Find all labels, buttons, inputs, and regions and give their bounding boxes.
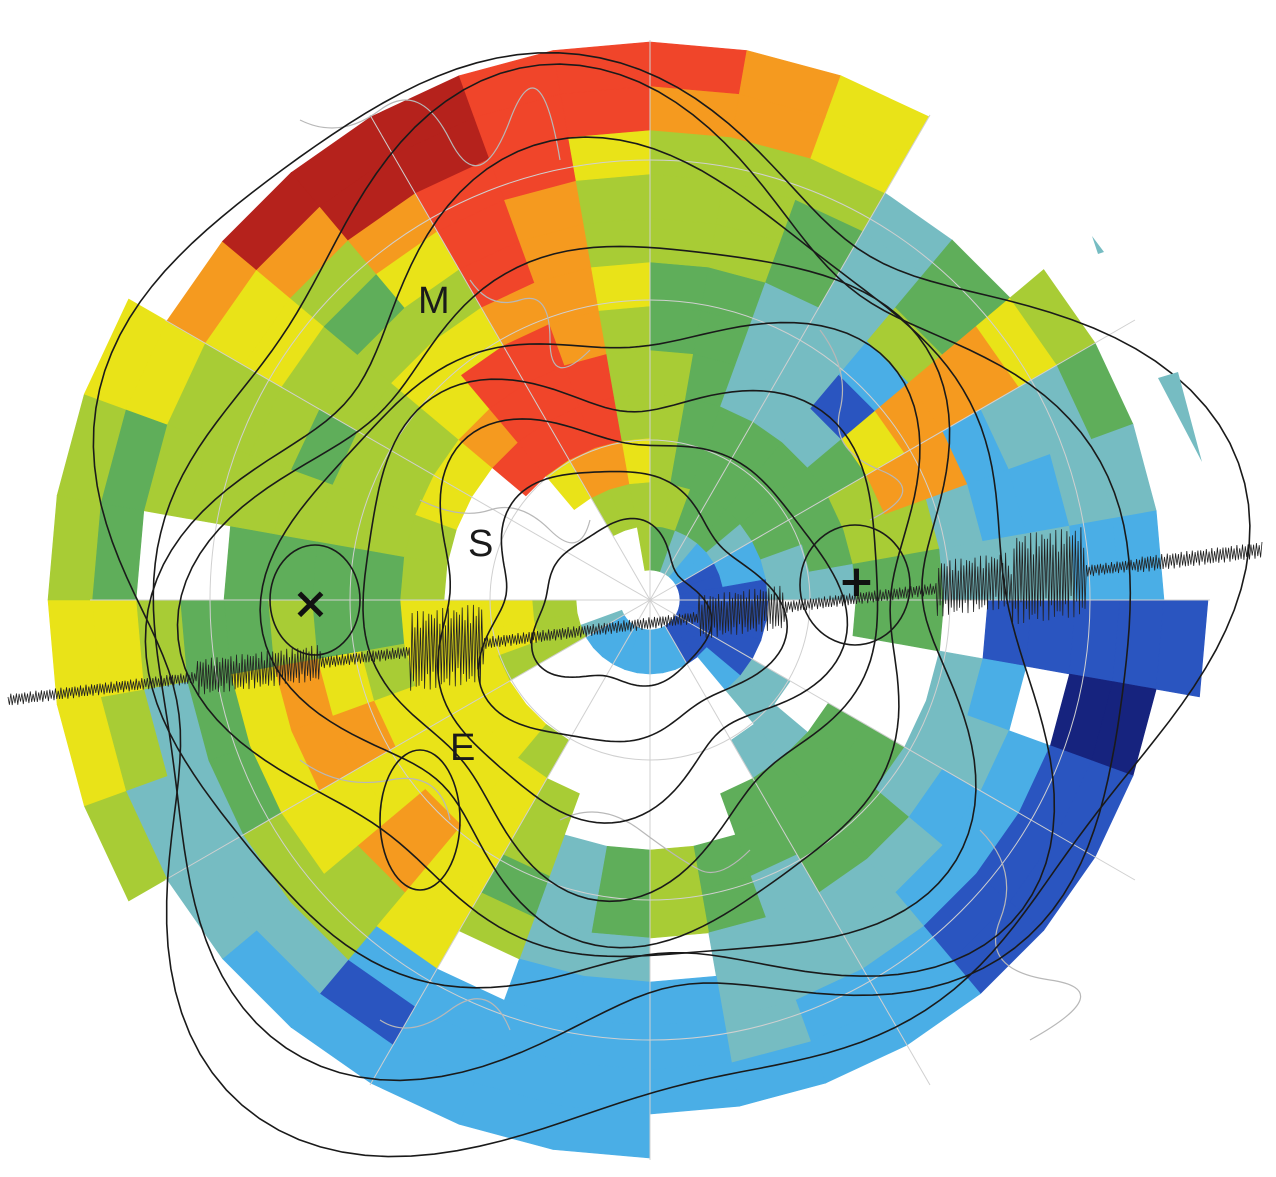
meridian-line [369, 599, 651, 1086]
contour-line [477, 470, 789, 743]
coastline [299, 87, 561, 167]
grid-cell [649, 1062, 740, 1115]
meridian-line [649, 114, 931, 601]
grid-cell [91, 502, 145, 601]
label-s: S [468, 523, 493, 565]
label-m: M [418, 280, 450, 322]
grid-cell [560, 85, 651, 138]
grid-cell [649, 1019, 732, 1071]
meridian-line [649, 599, 1136, 881]
meridian-line [649, 599, 931, 1086]
contour-line [144, 136, 1056, 989]
grid-cell [649, 889, 710, 939]
seismogram-trace [7, 527, 1263, 706]
seismogram-waveform [7, 527, 1263, 706]
grid-cell [649, 85, 740, 138]
contour-line [92, 51, 1251, 1158]
grid-cell [649, 41, 748, 95]
contour-line [152, 63, 1132, 1082]
grid-cell [636, 525, 651, 571]
coastline [419, 499, 591, 544]
contour-lines [92, 51, 1251, 1158]
grid-cell [47, 495, 101, 601]
coastline [299, 759, 451, 821]
grid-cell [1069, 599, 1121, 682]
contour-line [530, 517, 713, 687]
contour-loop [379, 749, 461, 891]
label-e: E [450, 727, 475, 769]
grid-cell [1112, 599, 1165, 690]
grid-cell [649, 217, 717, 268]
contour-line [436, 418, 849, 824]
contour-loop [799, 524, 911, 646]
grid-cell [560, 1062, 651, 1115]
meridian-line [164, 319, 651, 601]
coastline-outlines [299, 87, 1082, 1041]
grid-cell [552, 1105, 651, 1159]
detached-fragment-large [1158, 372, 1202, 462]
plus-marker: + [838, 556, 875, 607]
coastline [379, 998, 511, 1031]
grid-cell [583, 932, 651, 983]
grid-cell [649, 305, 702, 355]
contour-line [259, 321, 921, 949]
meridian-line [649, 319, 1136, 601]
grid-cell [649, 261, 710, 311]
grid-cell [575, 173, 651, 225]
contour-loop [269, 544, 361, 656]
grid-cell [590, 261, 651, 311]
grid-cell [568, 1019, 651, 1071]
meridian-line [164, 599, 651, 881]
grid-cell [598, 845, 651, 895]
grid-cell [575, 975, 651, 1027]
cross-marker: × [292, 578, 329, 629]
grid-cell [223, 525, 275, 601]
coastline [559, 811, 751, 874]
meridian-line [369, 114, 651, 601]
colored-grid-cells [47, 41, 1209, 1159]
detached-fragment-small [1092, 236, 1104, 254]
grid-cell [649, 173, 725, 225]
grid-cell [606, 349, 651, 398]
grid-cell [583, 217, 651, 268]
contour-line [176, 245, 977, 958]
grid-cell [649, 845, 702, 895]
coastline [469, 279, 591, 369]
grid-cell [1155, 599, 1209, 698]
grid-cell [982, 599, 1033, 667]
contour-line [362, 378, 879, 903]
coastline [979, 829, 1082, 1041]
coastline [819, 329, 904, 521]
